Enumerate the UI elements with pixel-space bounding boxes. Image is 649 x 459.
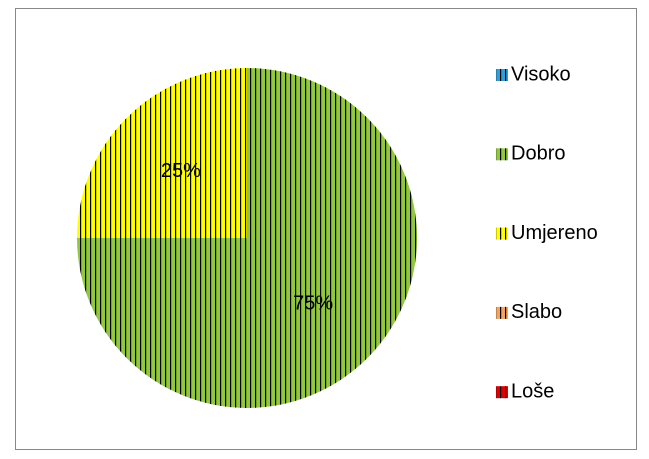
pie-slice [77,68,247,238]
legend-label: Visoko [511,63,571,85]
data-label: 25% [161,160,201,182]
legend-label: Umjereno [511,222,598,244]
legend-swatch [496,148,508,161]
legend-swatch [496,386,508,399]
legend-swatch [496,306,508,319]
legend-label: Slabo [511,301,562,323]
legend-label: Loše [511,380,554,402]
legend-swatch [496,227,508,240]
data-label: 75% [293,292,333,314]
legend-label: Dobro [511,143,565,165]
legend-swatch [496,69,508,81]
